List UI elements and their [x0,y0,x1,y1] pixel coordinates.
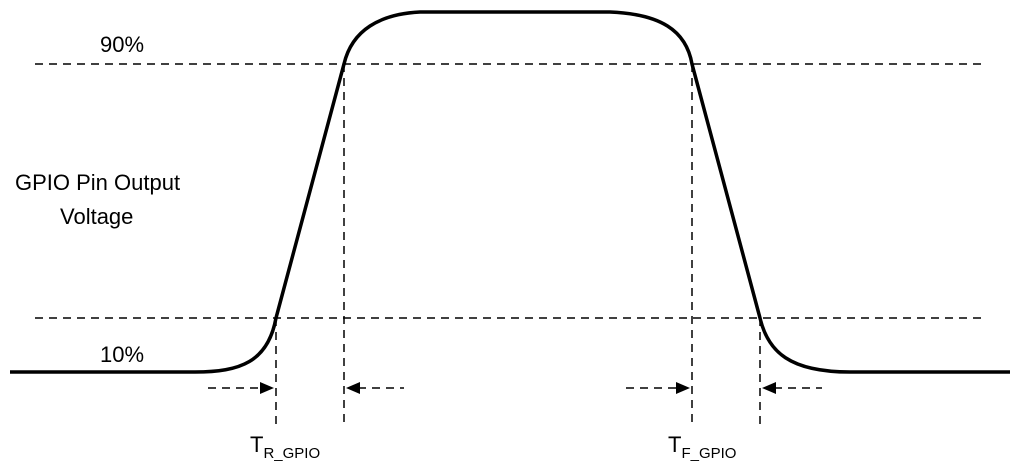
rise-right-arrowhead [346,382,360,394]
fall-right-arrowhead [762,382,776,394]
y-axis-label-line1: GPIO Pin Output [15,170,180,195]
fall-left-arrowhead [676,382,690,394]
rise-left-arrowhead [260,382,274,394]
gpio-output-waveform [10,10,1010,374]
fall-time-label: TF_GPIO [668,432,736,461]
y-axis-label-line2: Voltage [60,204,133,229]
rise-time-label: TR_GPIO [250,432,320,461]
label-10-percent: 10% [100,342,144,367]
rise-time-main: T [250,432,263,457]
rise-time-subscript: R_GPIO [263,445,320,461]
fall-time-subscript: F_GPIO [681,445,736,461]
fall-time-main: T [668,432,681,457]
label-90-percent: 90% [100,32,144,57]
